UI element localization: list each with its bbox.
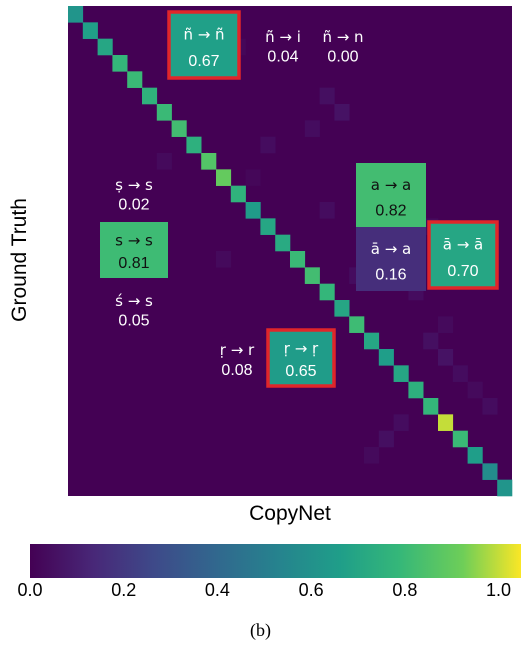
heatmap-diagonal-cell — [260, 218, 276, 235]
annotation-value-s_dot: 0.02 — [118, 196, 149, 213]
annotation-label-ni: ñ → i — [265, 28, 301, 46]
heatmap-diagonal-cell — [408, 381, 424, 399]
heatmap-diagonal-cell — [186, 136, 202, 154]
heatmap-diagonal-cell — [497, 479, 513, 497]
annotation-value-ni: 0.04 — [267, 48, 298, 65]
annotation-label-rrr: ṛ → ṛ — [284, 340, 319, 358]
annotation-value-nn2: 0.00 — [327, 48, 358, 65]
annotation-label-nn2: ñ → n — [322, 28, 363, 46]
colorbar — [30, 544, 521, 578]
annotation-value-ma: 0.16 — [375, 266, 406, 283]
heatmap-cell — [245, 169, 261, 186]
heatmap-diagonal-cell — [290, 251, 306, 268]
annotation-label-ss: s → s — [115, 232, 153, 250]
annotation-box-rrr — [266, 328, 336, 388]
colorbar-tick-label: 0.8 — [392, 580, 418, 600]
heatmap-diagonal-cell — [319, 283, 335, 301]
annotation-box-nn — [167, 10, 241, 80]
heatmap-diagonal-cell — [97, 38, 113, 56]
heatmap-diagonal-cell — [156, 104, 172, 121]
y-axis-label-text: Ground Truth — [8, 198, 31, 322]
colorbar-tick-label: 0.0 — [17, 580, 43, 600]
y-axis-label: Ground Truth — [8, 198, 31, 322]
colorbar-tick-label: 0.2 — [111, 580, 137, 600]
annotation-value-rrr: 0.65 — [285, 363, 316, 380]
figure-caption: (b) — [250, 620, 271, 640]
annotation-value-rr: 0.08 — [221, 362, 252, 379]
heatmap-diagonal-cell — [142, 87, 158, 105]
annotation-box-ma — [356, 227, 426, 291]
heatmap-diagonal-cell — [482, 463, 498, 480]
colorbar-tick-label: 0.4 — [204, 580, 230, 600]
colorbar-ticks: 0.0 0.2 0.4 0.6 0.8 1.0 — [0, 580, 521, 604]
heatmap-diagonal-cell — [349, 316, 365, 333]
heatmap-cell — [467, 381, 483, 399]
annotation-value-s_ac: 0.05 — [118, 312, 149, 329]
heatmap-diagonal-cell — [334, 300, 350, 317]
heatmap-diagonal-cell — [304, 267, 320, 284]
heatmap-cell — [319, 202, 335, 219]
heatmap-cell — [438, 316, 454, 333]
annotation-label-nn: ñ → ñ — [183, 26, 224, 44]
heatmap-diagonal-cell — [127, 71, 143, 88]
annotation-label-ma: ā → a — [371, 240, 412, 258]
annotation-box-ss — [100, 222, 168, 278]
annotation-label-s_ac: ś → s — [115, 292, 153, 310]
heatmap-diagonal-cell — [275, 234, 291, 252]
heatmap-diagonal-cell — [82, 22, 98, 39]
heatmap-cell — [438, 349, 454, 366]
heatmap-diagonal-cell — [171, 120, 187, 137]
heatmap-cell — [423, 332, 439, 350]
heatmap-cell — [482, 398, 498, 415]
heatmap-diagonal-cell — [452, 430, 468, 448]
heatmap-cell — [319, 87, 335, 105]
x-axis-label: CopyNet — [249, 502, 331, 525]
heatmap-cell — [452, 365, 468, 382]
heatmap-diagonal-cell — [423, 398, 439, 415]
heatmap-diagonal-cell — [438, 414, 454, 431]
colorbar-tick-label: 0.6 — [298, 580, 324, 600]
heatmap-cell — [216, 251, 232, 268]
heatmap-cell — [334, 104, 350, 121]
annotation-box-aa — [356, 163, 426, 227]
colorbar-tick-label: 1.0 — [486, 580, 512, 600]
heatmap-cell — [260, 136, 276, 154]
heatmap-diagonal-cell — [112, 55, 128, 72]
heatmap-cell — [393, 414, 409, 431]
heatmap-diagonal-cell — [467, 447, 483, 464]
heatmap-cell — [304, 120, 320, 137]
heatmap-diagonal-cell — [230, 185, 246, 203]
heatmap-cell — [364, 447, 380, 464]
heatmap-diagonal-cell — [393, 365, 409, 382]
annotation-label-aa: a → a — [371, 176, 412, 194]
colorbar-gradient — [30, 544, 521, 578]
annotation-value-nn: 0.67 — [188, 53, 219, 70]
heatmap-diagonal-cell — [216, 169, 232, 186]
heatmap-diagonal-cell — [364, 332, 380, 350]
heatmap-diagonal-cell — [68, 6, 84, 23]
heatmap-diagonal-cell — [201, 153, 217, 170]
heatmap-diagonal-cell — [245, 202, 261, 219]
heatmap-cell — [156, 153, 172, 170]
heatmap-cell — [378, 430, 394, 448]
heatmap-diagonal-cell — [378, 349, 394, 366]
annotation-label-s_dot: ṣ → s — [115, 176, 153, 194]
annotation-value-ss: 0.81 — [118, 255, 149, 272]
annotation-box-mm — [427, 220, 499, 290]
annotation-label-rr: ṛ → r — [220, 341, 255, 359]
annotation-value-aa: 0.82 — [375, 202, 406, 219]
annotation-value-mm: 0.70 — [447, 263, 478, 280]
annotation-label-mm: ā → ā — [443, 236, 484, 254]
